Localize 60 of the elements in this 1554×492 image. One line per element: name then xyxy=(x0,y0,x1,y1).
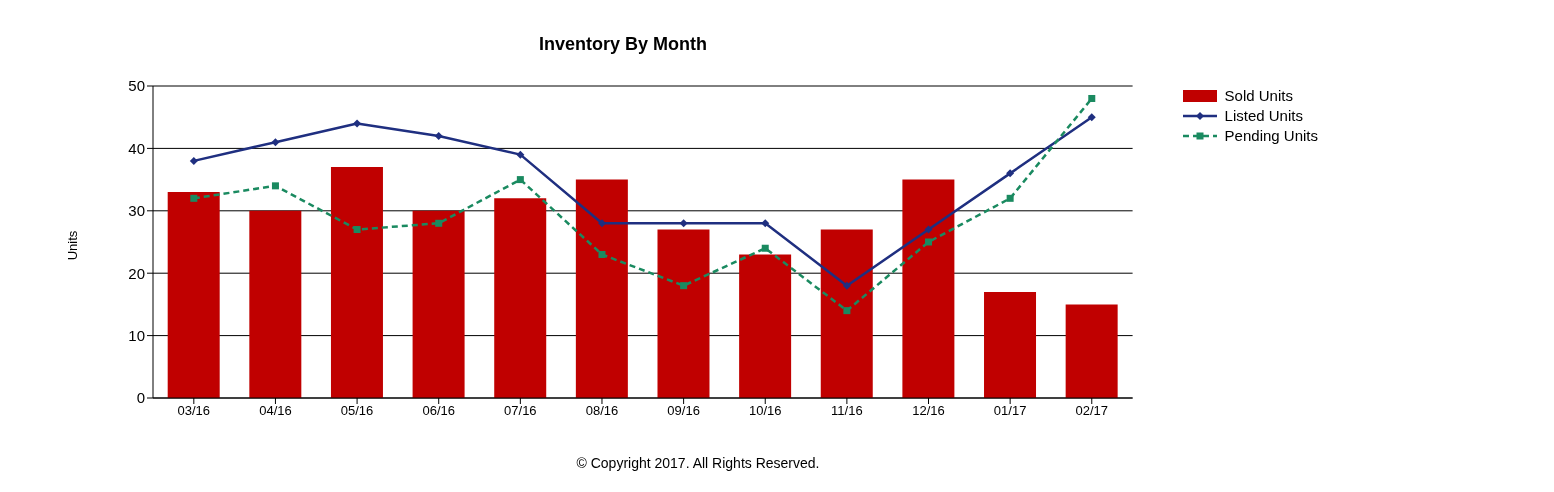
x-tick-label: 11/16 xyxy=(831,403,863,419)
bar xyxy=(330,167,383,398)
bar xyxy=(657,229,710,398)
point xyxy=(761,219,770,228)
x-tick-label: 03/16 xyxy=(177,403,211,419)
legend-label: Listed Units xyxy=(1224,106,1303,126)
y-tick-label: 50 xyxy=(128,77,145,95)
text: © Copyright 2017. All Rights Reserved. xyxy=(575,455,821,471)
point xyxy=(1006,194,1014,202)
bar xyxy=(575,179,628,398)
legend-label: Pending Units xyxy=(1224,126,1318,146)
chart-title: Inventory By Month xyxy=(538,34,708,55)
bar xyxy=(249,210,302,398)
point xyxy=(761,244,769,252)
point xyxy=(843,307,851,315)
point xyxy=(271,182,279,190)
point xyxy=(271,138,280,147)
point xyxy=(842,281,851,290)
y-tick-label: 40 xyxy=(128,139,145,157)
x-tick-label: 02/17 xyxy=(1075,403,1109,419)
point xyxy=(434,131,443,140)
x-tick-label: 01/17 xyxy=(993,403,1027,419)
point xyxy=(680,282,688,290)
point xyxy=(435,219,443,227)
bar xyxy=(1065,304,1118,398)
point xyxy=(353,226,361,234)
bar xyxy=(820,229,873,398)
point xyxy=(190,194,198,202)
x-tick-label: 08/16 xyxy=(585,403,619,419)
point xyxy=(353,119,362,128)
bar xyxy=(984,291,1037,398)
point xyxy=(679,219,688,228)
point xyxy=(597,219,606,228)
point xyxy=(1088,94,1096,102)
bar xyxy=(739,254,792,398)
x-tick-label: 06/16 xyxy=(422,403,455,419)
x-tick-label: 10/16 xyxy=(748,403,782,419)
y-tick-label: 0 xyxy=(136,389,145,407)
point xyxy=(925,238,933,246)
point xyxy=(598,250,606,258)
point xyxy=(516,176,524,184)
x-tick-label: 04/16 xyxy=(259,403,292,419)
point xyxy=(924,225,933,234)
point xyxy=(189,156,198,165)
x-tick-label: 07/16 xyxy=(504,403,537,419)
x-tick-label: 12/16 xyxy=(912,403,945,419)
y-tick-label: 20 xyxy=(128,264,145,282)
point xyxy=(516,150,525,159)
bar xyxy=(494,198,547,398)
x-tick-label: 05/16 xyxy=(340,403,374,419)
bar xyxy=(167,192,220,398)
y-axis-title: Units xyxy=(65,230,81,261)
y-tick-label: 30 xyxy=(128,202,145,220)
x-tick-label: 09/16 xyxy=(667,403,700,419)
point xyxy=(1006,169,1015,178)
point xyxy=(1087,113,1096,122)
y-tick-label: 10 xyxy=(128,326,145,344)
legend-label: Sold Units xyxy=(1224,86,1293,106)
bar xyxy=(902,179,955,398)
bar xyxy=(412,210,465,398)
